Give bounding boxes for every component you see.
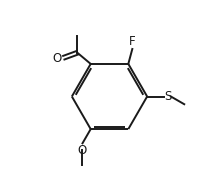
Text: S: S: [164, 90, 171, 103]
Text: O: O: [78, 144, 87, 157]
Text: O: O: [53, 52, 62, 65]
Text: F: F: [129, 35, 136, 48]
